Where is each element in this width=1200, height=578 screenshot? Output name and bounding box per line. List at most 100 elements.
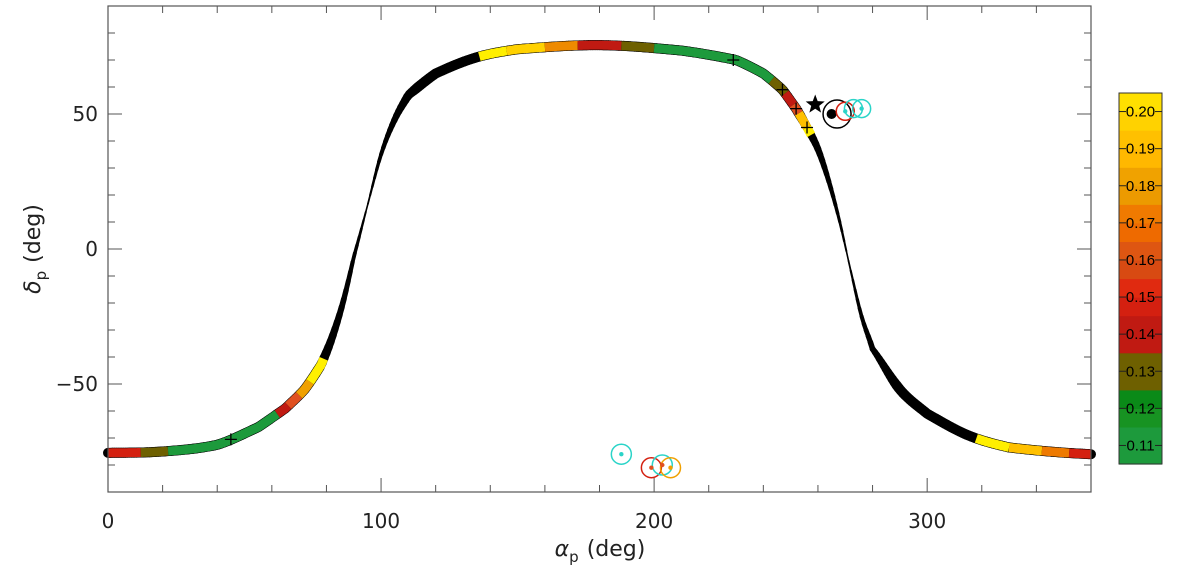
x-axis-subscript: p [569, 548, 579, 566]
curve-colored-segment [621, 41, 655, 53]
x-axis-unit: (deg) [587, 537, 646, 562]
y-tick-label: 50 [73, 102, 98, 126]
circled-point [851, 98, 872, 119]
y-axis-subscript: p [32, 271, 50, 281]
curve-colored-segment [295, 379, 314, 399]
curve-piece [851, 278, 857, 292]
colorbar-band [1119, 167, 1162, 187]
data-markers [224, 54, 872, 479]
plus-marker [776, 83, 789, 96]
colorbar-band [1119, 111, 1162, 131]
curve-colored-segment [1068, 448, 1092, 459]
colorbar-band [1119, 334, 1162, 354]
filled-point [826, 109, 837, 119]
inner-dot [859, 106, 864, 111]
curve-colored-segment [1008, 442, 1043, 456]
inner-dot [660, 462, 665, 468]
colorbar-band [1119, 185, 1162, 205]
x-tick-label: 0 [102, 509, 115, 533]
curve-colored-segment [653, 43, 775, 84]
colorbar-tick-label: 0.16 [1126, 252, 1155, 269]
curve-colored-segment [577, 40, 622, 51]
curve-colored-segment [781, 90, 798, 108]
curve-colored-segment [140, 446, 169, 457]
curve-colored-segment [974, 434, 1011, 452]
colorbar: 0.11 0.12 0.13 0.14 0.15 0.16 0.17 0.18 0.19 0.20 [1118, 92, 1163, 465]
curve-colored-segment [1041, 446, 1070, 458]
curve-piece [360, 219, 365, 230]
colorbar-tick-label: 0.15 [1126, 289, 1155, 306]
colorbar-band [1119, 371, 1162, 391]
curve-colored-segment [274, 402, 292, 418]
curve-piece [836, 211, 842, 224]
curve-piece [371, 176, 376, 188]
curve-piece [840, 230, 846, 243]
curve-colored-segment [505, 42, 546, 56]
y-tick-label: 0 [85, 237, 98, 261]
curve-piece [369, 185, 374, 197]
curve-piece [367, 194, 372, 205]
circled-point [610, 443, 633, 465]
curve-piece [845, 250, 850, 262]
colorbar-band [1119, 204, 1162, 224]
circled-point [659, 456, 682, 479]
inner-dot [619, 452, 624, 457]
circled-point [640, 456, 663, 479]
curve-colored-segment [478, 46, 508, 61]
curve-piece [364, 202, 369, 213]
colorbar-band [1119, 297, 1162, 317]
curve-piece [847, 260, 852, 272]
plus-marker [801, 121, 814, 134]
x-axis-label: αp (deg) [555, 537, 646, 566]
colorbar-band [1119, 278, 1162, 298]
curve-piece [362, 211, 367, 222]
curve-colored-segment [285, 391, 303, 409]
curve-colored-segment [167, 410, 280, 456]
x-tick-label: 200 [635, 509, 673, 533]
curve-piece [849, 269, 854, 282]
inner-dot [843, 109, 848, 114]
y-tick-labels: −50 0 50 [56, 102, 98, 396]
colorbar-band [1119, 148, 1162, 168]
colorbar-tick-label: 0.20 [1126, 104, 1155, 121]
colorbar-band [1119, 259, 1162, 280]
x-axis-symbol: α [555, 537, 570, 562]
circled-point [822, 99, 852, 129]
colorbar-frame [1118, 92, 1163, 465]
y-axis-label: δp (deg) [21, 204, 50, 294]
circled-point [651, 454, 674, 476]
inner-dot [649, 465, 654, 470]
colorbar-band [1119, 426, 1162, 447]
colorbar-band [1119, 130, 1162, 150]
curve-piece [355, 235, 361, 247]
x-tick-labels: 0 100 200 300 [102, 509, 947, 533]
x-tick-label: 100 [362, 509, 400, 533]
axis-ticks [107, 5, 1092, 493]
plus-marker [224, 433, 237, 446]
y-tick-label: −50 [56, 372, 98, 396]
curve-colored-segments [107, 40, 1092, 459]
curve-colored-segment [794, 110, 811, 130]
colorbar-tick-label: 0.11 [1126, 437, 1154, 454]
plus-marker [790, 102, 803, 115]
plus-marker [727, 54, 740, 66]
colorbar-tick-label: 0.14 [1126, 326, 1155, 343]
circled-point [835, 101, 855, 122]
curve-colored-segment [306, 356, 328, 385]
colorbar-band [1119, 445, 1162, 465]
curve-piece [843, 240, 848, 252]
x-tick-label: 300 [908, 509, 946, 533]
curve-colored-segment [544, 40, 578, 52]
colorbar-tick-label: 0.13 [1126, 363, 1155, 380]
colorbar-band [1119, 315, 1162, 335]
colorbar-tick-label: 0.18 [1126, 178, 1155, 195]
curve-colored-segment [803, 125, 816, 138]
y-axis-symbol: δ [21, 280, 46, 293]
colorbar-band [1119, 241, 1162, 261]
colorbar-band [1119, 408, 1162, 428]
curve-piece [838, 220, 844, 233]
curve-piece [357, 227, 363, 239]
y-axis-unit: (deg) [21, 204, 46, 263]
colorbar-band [1119, 352, 1162, 372]
